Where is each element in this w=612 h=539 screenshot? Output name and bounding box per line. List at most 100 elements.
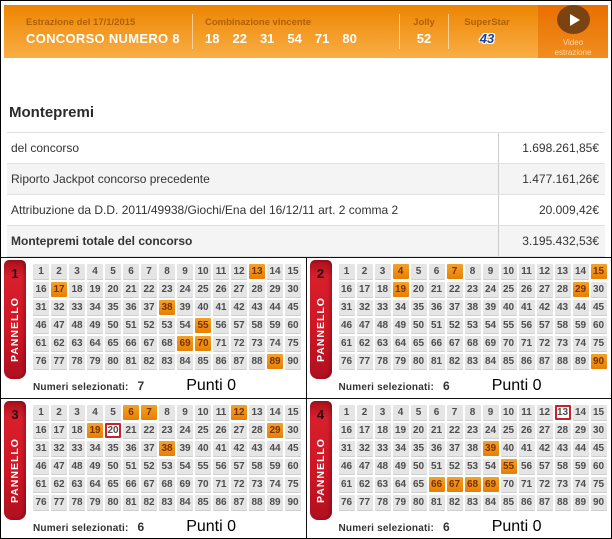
number-cell-22[interactable]: 22 (446, 422, 463, 438)
number-cell-13[interactable]: 13 (554, 404, 571, 420)
number-cell-67[interactable]: 67 (446, 336, 463, 351)
number-cell-50[interactable]: 50 (410, 458, 427, 474)
number-cell-33[interactable]: 33 (374, 440, 391, 456)
number-cell-85[interactable]: 85 (500, 494, 517, 510)
number-cell-38[interactable]: 38 (464, 440, 481, 456)
number-cell-61[interactable]: 61 (33, 336, 49, 351)
number-cell-15[interactable]: 15 (285, 404, 301, 420)
number-cell-48[interactable]: 48 (69, 458, 85, 474)
number-cell-49[interactable]: 49 (87, 458, 103, 474)
number-cell-70[interactable]: 70 (195, 476, 211, 492)
number-cell-42[interactable]: 42 (231, 440, 247, 456)
number-cell-53[interactable]: 53 (464, 458, 481, 474)
number-cell-67[interactable]: 67 (141, 336, 157, 351)
number-cell-13[interactable]: 13 (249, 264, 265, 279)
number-cell-44[interactable]: 44 (267, 440, 283, 456)
number-cell-37[interactable]: 37 (446, 300, 463, 315)
number-cell-47[interactable]: 47 (356, 458, 373, 474)
number-cell-81[interactable]: 81 (428, 354, 445, 369)
number-cell-1[interactable]: 1 (338, 264, 355, 279)
number-cell-53[interactable]: 53 (159, 458, 175, 474)
number-cell-25[interactable]: 25 (195, 282, 211, 297)
number-cell-1[interactable]: 1 (33, 264, 49, 279)
number-cell-45[interactable]: 45 (285, 300, 301, 315)
number-cell-82[interactable]: 82 (446, 494, 463, 510)
number-cell-66[interactable]: 66 (428, 336, 445, 351)
number-cell-77[interactable]: 77 (356, 354, 373, 369)
number-cell-77[interactable]: 77 (356, 494, 373, 510)
number-cell-47[interactable]: 47 (51, 318, 67, 333)
number-cell-43[interactable]: 43 (554, 300, 571, 315)
number-cell-40[interactable]: 40 (195, 300, 211, 315)
number-cell-73[interactable]: 73 (249, 476, 265, 492)
number-cell-52[interactable]: 52 (446, 458, 463, 474)
number-cell-23[interactable]: 23 (464, 422, 481, 438)
number-cell-85[interactable]: 85 (195, 354, 211, 369)
number-cell-24[interactable]: 24 (482, 282, 499, 297)
number-cell-12[interactable]: 12 (231, 264, 247, 279)
number-cell-2[interactable]: 2 (51, 264, 67, 279)
number-cell-39[interactable]: 39 (482, 440, 499, 456)
number-cell-12[interactable]: 12 (536, 404, 553, 420)
number-cell-12[interactable]: 12 (231, 404, 247, 420)
number-cell-21[interactable]: 21 (123, 282, 139, 297)
number-cell-68[interactable]: 68 (159, 336, 175, 351)
number-cell-36[interactable]: 36 (123, 440, 139, 456)
number-cell-20[interactable]: 20 (410, 422, 427, 438)
number-cell-28[interactable]: 28 (249, 282, 265, 297)
number-cell-82[interactable]: 82 (446, 354, 463, 369)
number-cell-11[interactable]: 11 (518, 404, 535, 420)
number-cell-21[interactable]: 21 (123, 422, 139, 438)
number-cell-26[interactable]: 26 (518, 282, 535, 297)
number-cell-28[interactable]: 28 (554, 282, 571, 297)
number-cell-10[interactable]: 10 (500, 404, 517, 420)
number-cell-88[interactable]: 88 (249, 494, 265, 510)
number-cell-60[interactable]: 60 (285, 458, 301, 474)
number-cell-32[interactable]: 32 (51, 440, 67, 456)
number-cell-40[interactable]: 40 (500, 300, 517, 315)
number-cell-43[interactable]: 43 (249, 440, 265, 456)
number-cell-16[interactable]: 16 (33, 422, 49, 438)
number-cell-47[interactable]: 47 (51, 458, 67, 474)
number-cell-24[interactable]: 24 (177, 282, 193, 297)
number-cell-37[interactable]: 37 (141, 440, 157, 456)
number-cell-7[interactable]: 7 (446, 404, 463, 420)
number-cell-21[interactable]: 21 (428, 282, 445, 297)
number-cell-83[interactable]: 83 (159, 354, 175, 369)
number-cell-78[interactable]: 78 (69, 354, 85, 369)
number-cell-14[interactable]: 14 (572, 264, 589, 279)
number-cell-51[interactable]: 51 (123, 318, 139, 333)
number-cell-79[interactable]: 79 (392, 494, 409, 510)
number-cell-88[interactable]: 88 (249, 354, 265, 369)
number-cell-81[interactable]: 81 (123, 354, 139, 369)
number-cell-88[interactable]: 88 (554, 354, 571, 369)
number-cell-78[interactable]: 78 (374, 354, 391, 369)
number-cell-2[interactable]: 2 (51, 404, 67, 420)
number-cell-16[interactable]: 16 (33, 282, 49, 297)
number-cell-73[interactable]: 73 (554, 336, 571, 351)
number-cell-9[interactable]: 9 (177, 404, 193, 420)
number-cell-26[interactable]: 26 (213, 282, 229, 297)
number-cell-35[interactable]: 35 (410, 300, 427, 315)
number-cell-67[interactable]: 67 (141, 476, 157, 492)
number-cell-74[interactable]: 74 (572, 336, 589, 351)
number-cell-70[interactable]: 70 (500, 336, 517, 351)
number-cell-82[interactable]: 82 (141, 494, 157, 510)
number-cell-31[interactable]: 31 (33, 300, 49, 315)
number-cell-62[interactable]: 62 (51, 476, 67, 492)
number-cell-47[interactable]: 47 (356, 318, 373, 333)
number-cell-75[interactable]: 75 (590, 336, 607, 351)
number-cell-77[interactable]: 77 (51, 354, 67, 369)
number-cell-80[interactable]: 80 (410, 354, 427, 369)
number-cell-17[interactable]: 17 (51, 422, 67, 438)
number-cell-18[interactable]: 18 (69, 422, 85, 438)
number-cell-55[interactable]: 55 (500, 458, 517, 474)
number-cell-3[interactable]: 3 (374, 404, 391, 420)
number-cell-10[interactable]: 10 (195, 264, 211, 279)
number-cell-62[interactable]: 62 (356, 336, 373, 351)
number-cell-29[interactable]: 29 (572, 282, 589, 297)
number-cell-44[interactable]: 44 (572, 300, 589, 315)
number-cell-90[interactable]: 90 (285, 354, 301, 369)
number-cell-31[interactable]: 31 (338, 300, 355, 315)
number-cell-81[interactable]: 81 (428, 494, 445, 510)
